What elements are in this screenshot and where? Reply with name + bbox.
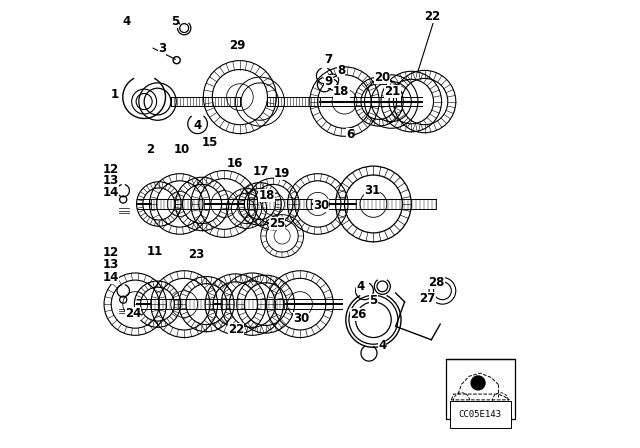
Text: 10: 10 [174,143,190,156]
Text: 26: 26 [349,308,366,321]
Bar [356,199,436,209]
Bar [171,97,240,107]
Text: 30: 30 [313,199,329,212]
Text: CC05E143: CC05E143 [459,409,502,418]
Text: 12: 12 [102,246,119,259]
Text: 23: 23 [188,248,204,261]
Text: 22: 22 [228,323,244,336]
Text: 18: 18 [259,190,275,202]
Text: 6: 6 [346,129,355,142]
Text: 12: 12 [102,163,119,176]
Bar [151,299,213,310]
Text: 4: 4 [356,280,364,293]
Text: 17: 17 [253,165,269,178]
Text: 14: 14 [102,271,119,284]
Text: 13: 13 [102,258,119,271]
Text: 1: 1 [111,88,119,101]
Text: 5: 5 [171,15,179,28]
Text: 22: 22 [424,10,440,23]
Text: 18: 18 [333,85,349,98]
Bar [445,359,515,419]
Bar [151,198,204,209]
Text: 31: 31 [364,184,380,197]
Text: 20: 20 [374,71,390,84]
Text: 16: 16 [227,157,243,170]
Text: 15: 15 [202,136,218,149]
Text: 2: 2 [146,143,154,156]
Text: 13: 13 [102,174,119,187]
Text: 29: 29 [230,39,246,52]
Text: 21: 21 [385,85,401,98]
Circle shape [471,376,485,390]
Text: 11: 11 [147,245,163,258]
Bar [267,97,320,107]
Text: 4: 4 [122,15,131,28]
Text: 24: 24 [125,306,141,319]
Bar [222,299,284,310]
Text: 28: 28 [428,276,445,289]
Text: 3: 3 [158,42,166,55]
Text: 30: 30 [293,312,309,325]
Text: 25: 25 [269,217,285,230]
Bar [244,198,311,209]
Text: 27: 27 [420,292,436,305]
Text: 8: 8 [337,64,346,77]
Text: 9: 9 [324,75,333,88]
Text: 5: 5 [369,294,378,307]
Text: 4: 4 [378,339,387,352]
Text: 4: 4 [193,119,202,132]
Text: 19: 19 [274,167,291,180]
Text: 7: 7 [324,53,333,66]
Text: 14: 14 [102,186,119,199]
